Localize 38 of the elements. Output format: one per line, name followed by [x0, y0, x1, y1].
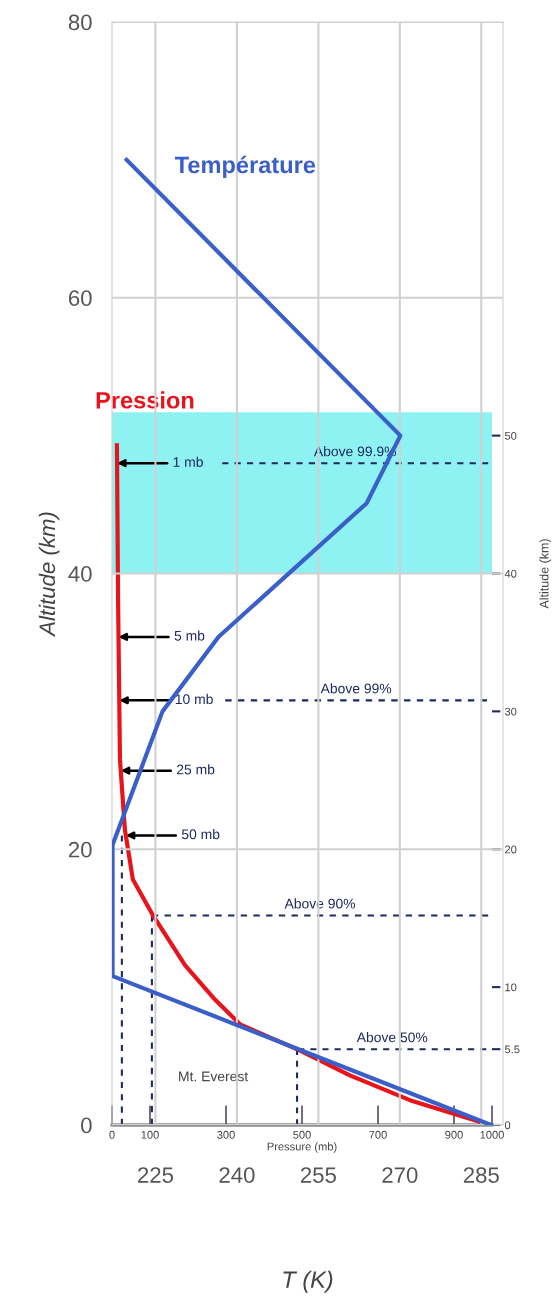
- annotation: 1 mb: [173, 456, 203, 467]
- series-label: Above 99%: [320, 683, 392, 694]
- x-tick-label: 700: [369, 1130, 387, 1139]
- annotation: 5 mb: [174, 630, 205, 641]
- y-tick-label: 40: [504, 569, 517, 578]
- annotation: 10 mb: [175, 693, 213, 705]
- annotation: 50 mb: [181, 828, 220, 840]
- x-axis-title: Pressure (mb): [267, 1142, 337, 1153]
- y-tick-label: 0: [504, 1121, 511, 1130]
- y-axis-title: Altitude (km): [38, 512, 60, 637]
- x-tick-label: 240: [219, 1167, 255, 1183]
- y-tick-label: 30: [504, 707, 517, 716]
- y-tick-label: 40: [68, 566, 92, 582]
- x-tick-label: 300: [217, 1130, 235, 1139]
- y-tick-label: 50: [504, 431, 517, 440]
- x-tick-label: 285: [463, 1167, 499, 1183]
- x-tick-label: 900: [445, 1130, 463, 1139]
- annotation: 25 mb: [176, 764, 215, 775]
- y-tick-label: 60: [68, 290, 92, 307]
- x-tick-label: 255: [300, 1167, 336, 1183]
- x-tick-label: 100: [141, 1130, 159, 1139]
- x-tick-label: 1000: [480, 1130, 504, 1139]
- x-tick-label: 270: [382, 1167, 418, 1183]
- y-tick-label: 20: [68, 841, 92, 858]
- x-tick-label: 500: [293, 1130, 311, 1139]
- y-axis-title: Altitude (km): [539, 539, 552, 609]
- series-label: Pression: [96, 391, 194, 409]
- annotation: Mt. Everest: [179, 1071, 249, 1082]
- y-tick-label: 80: [68, 14, 92, 31]
- series-label: Above 90%: [284, 898, 356, 909]
- x-axis-title: T (K): [283, 1270, 333, 1293]
- y-tick-label: 10: [505, 983, 517, 992]
- x-tick-label: 225: [138, 1167, 174, 1183]
- x-tick-label: 0: [109, 1130, 115, 1139]
- y-tick-label: 20: [505, 845, 517, 854]
- series-label: Above 50%: [356, 1032, 428, 1043]
- series-label: Température: [174, 155, 316, 178]
- y-tick-label: 5.5: [504, 1045, 520, 1054]
